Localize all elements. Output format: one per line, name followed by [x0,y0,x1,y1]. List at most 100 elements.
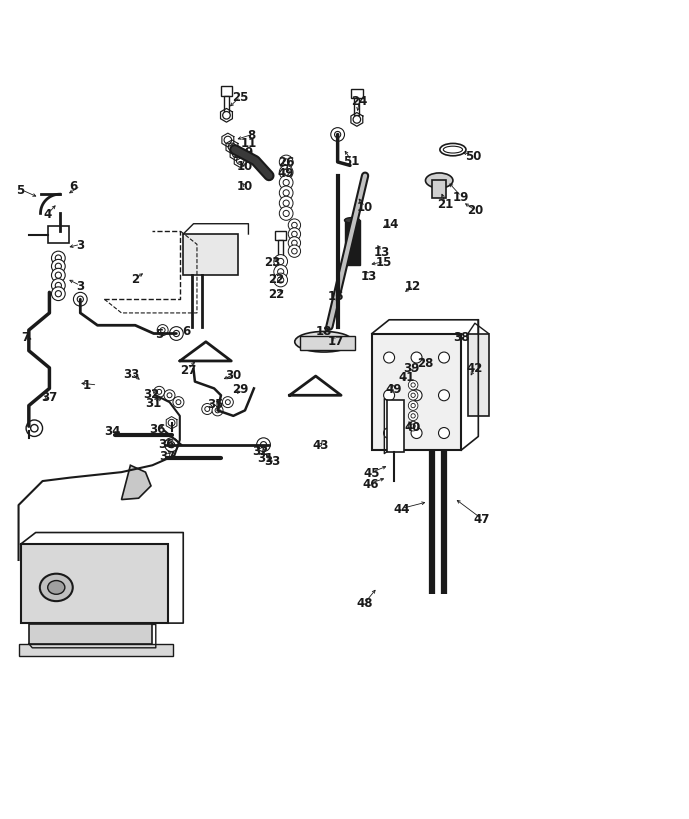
Text: 35: 35 [207,397,224,410]
Text: 5: 5 [17,183,25,197]
FancyBboxPatch shape [372,334,461,450]
Text: 6: 6 [70,180,78,193]
Circle shape [232,151,240,158]
Bar [48,227,69,243]
Circle shape [202,404,213,415]
Text: 48: 48 [357,596,373,609]
Circle shape [411,394,415,398]
Text: 36: 36 [158,437,174,450]
Text: 49: 49 [386,382,402,396]
Circle shape [409,401,418,411]
Circle shape [409,412,418,421]
Bar [344,221,360,265]
Circle shape [52,287,65,301]
Text: 10: 10 [357,201,373,214]
Text: 32: 32 [252,444,268,457]
Circle shape [283,211,289,217]
Bar [300,337,355,351]
Bar [468,334,489,416]
Text: 17: 17 [327,334,344,347]
Circle shape [52,269,65,283]
Circle shape [438,391,449,401]
Text: 36: 36 [150,423,166,435]
Text: 5: 5 [155,328,163,341]
Circle shape [384,391,395,401]
Text: 3: 3 [76,279,84,292]
Ellipse shape [295,332,353,353]
Circle shape [438,353,449,364]
Text: 39: 39 [404,362,420,375]
Text: 1: 1 [83,379,91,392]
Text: 42: 42 [466,362,483,375]
Circle shape [157,325,168,336]
Text: 2: 2 [131,273,139,286]
Circle shape [215,409,220,414]
Circle shape [165,438,178,452]
Bar [21,545,168,623]
Circle shape [288,238,300,250]
Circle shape [257,438,270,452]
Circle shape [74,293,88,306]
Text: 23: 23 [265,256,280,269]
Text: 7: 7 [21,331,30,344]
Circle shape [77,296,83,303]
Circle shape [409,422,418,432]
Circle shape [224,137,232,145]
Text: 26: 26 [278,156,294,170]
Text: 10: 10 [237,180,253,193]
Text: 46: 46 [362,477,379,490]
Text: 8: 8 [248,129,256,142]
Text: 43: 43 [312,439,329,451]
Text: 28: 28 [418,356,433,369]
Circle shape [173,397,184,408]
Circle shape [283,201,289,207]
Text: 34: 34 [104,425,121,438]
Circle shape [288,229,300,241]
Circle shape [283,191,289,197]
Text: 3: 3 [76,238,84,251]
Circle shape [409,391,418,400]
Text: 4: 4 [44,208,52,220]
Text: 41: 41 [398,370,415,383]
Text: 12: 12 [405,279,421,292]
Text: 47: 47 [473,513,490,526]
Circle shape [283,160,289,165]
Circle shape [260,442,267,448]
Circle shape [288,246,300,258]
Circle shape [331,129,344,143]
Text: 40: 40 [405,420,421,433]
Circle shape [283,180,289,187]
Circle shape [411,391,422,401]
Circle shape [223,112,230,120]
Bar [183,235,238,276]
Circle shape [278,278,284,283]
Text: 30: 30 [225,369,241,382]
Text: 31: 31 [145,396,162,410]
Circle shape [169,442,174,448]
Circle shape [52,260,65,274]
Circle shape [411,424,415,429]
Bar [387,400,404,452]
Text: 18: 18 [316,324,332,337]
Text: 21: 21 [438,197,453,210]
Ellipse shape [344,219,360,224]
Circle shape [335,132,341,138]
Bar [19,644,173,656]
Text: 51: 51 [343,155,360,168]
Circle shape [384,428,395,439]
Circle shape [411,414,415,419]
Circle shape [279,187,293,201]
Text: 22: 22 [268,273,284,286]
Ellipse shape [440,144,466,156]
Text: 25: 25 [232,91,248,104]
Text: 24: 24 [351,94,368,107]
Circle shape [411,383,415,387]
Circle shape [279,166,293,180]
Text: 16: 16 [328,290,344,303]
Bar [220,88,232,97]
Circle shape [26,420,43,437]
Circle shape [154,387,165,398]
Circle shape [212,405,223,416]
Circle shape [409,381,418,391]
Circle shape [291,232,297,238]
